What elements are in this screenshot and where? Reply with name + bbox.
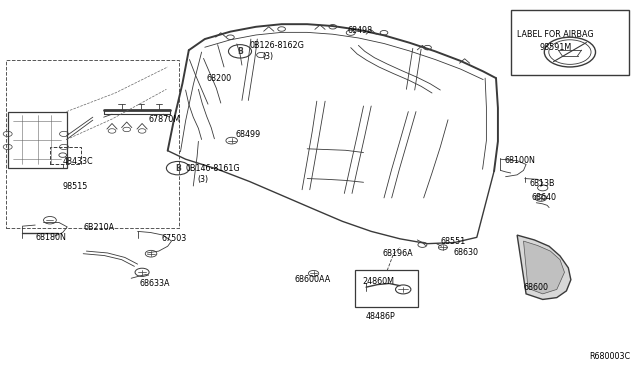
Text: 68499: 68499 <box>236 130 260 139</box>
Bar <box>355 270 418 307</box>
Polygon shape <box>524 241 564 294</box>
Text: 68640: 68640 <box>531 193 556 202</box>
Text: 98515: 98515 <box>63 182 88 191</box>
Text: 68600AA: 68600AA <box>294 275 331 284</box>
Text: (3): (3) <box>262 52 273 61</box>
Text: 68100N: 68100N <box>504 156 535 165</box>
Text: 68180N: 68180N <box>35 233 66 242</box>
Text: 48433C: 48433C <box>63 157 93 166</box>
Text: 68633A: 68633A <box>140 279 170 288</box>
Text: R680003C: R680003C <box>589 352 630 361</box>
Text: B: B <box>237 47 243 56</box>
Text: 68498: 68498 <box>348 26 372 35</box>
Text: 6B210A: 6B210A <box>83 223 115 232</box>
Text: B: B <box>175 164 180 173</box>
Text: 6813B: 6813B <box>530 179 556 187</box>
Text: 24860M: 24860M <box>362 278 394 286</box>
Bar <box>6 60 179 228</box>
Bar <box>8 112 67 168</box>
Text: 68196A: 68196A <box>383 249 413 258</box>
Text: 0B126-8162G: 0B126-8162G <box>250 41 305 50</box>
Polygon shape <box>517 235 571 299</box>
Text: 67870M: 67870M <box>148 115 180 124</box>
Text: 68630: 68630 <box>453 248 478 257</box>
Text: 68551: 68551 <box>440 237 465 246</box>
Text: 68600: 68600 <box>524 283 548 292</box>
Bar <box>511 10 629 75</box>
Text: 68200: 68200 <box>206 74 231 83</box>
Text: 0B146-8161G: 0B146-8161G <box>186 164 240 173</box>
Text: 98591M: 98591M <box>540 43 572 52</box>
Bar <box>50 147 81 164</box>
Text: LABEL FOR AIRBAG: LABEL FOR AIRBAG <box>517 30 594 39</box>
Text: (3): (3) <box>197 175 208 184</box>
Text: 67503: 67503 <box>162 234 187 243</box>
Text: 48486P: 48486P <box>366 312 396 321</box>
